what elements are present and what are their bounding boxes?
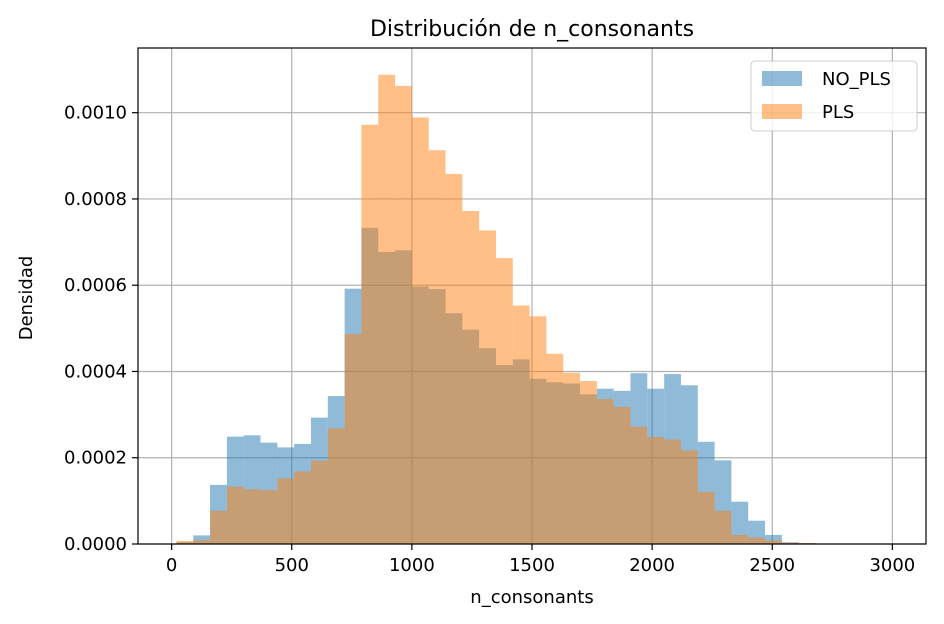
- series-pls-bars: [176, 74, 833, 545]
- x-axis-title: n_consonants: [470, 587, 593, 608]
- legend-swatch-no-pls: [762, 71, 802, 86]
- histogram-bar: [765, 540, 782, 544]
- y-axis-ticks: 0.0000 0.0002 0.0004 0.0006 0.0008 0.0010: [64, 103, 138, 555]
- histogram-bar: [193, 540, 211, 544]
- x-axis-ticks: 0 500 1000 1500 2000 2500 3000: [166, 544, 915, 576]
- x-tick-label: 2000: [629, 555, 675, 576]
- histogram-bar: [680, 450, 698, 544]
- x-tick-label: 500: [275, 555, 309, 576]
- histogram-bar: [765, 534, 782, 544]
- chart-title: Distribución de n_consonants: [370, 17, 694, 42]
- legend-label-no-pls: NO_PLS: [822, 69, 891, 90]
- histogram-bar: [193, 535, 211, 544]
- histogram-bar: [731, 501, 749, 544]
- y-tick-label: 0.0000: [64, 534, 127, 555]
- histogram-bar: [294, 471, 311, 544]
- histogram-bar: [563, 372, 581, 544]
- y-tick-label: 0.0006: [64, 275, 127, 296]
- x-tick-label: 2500: [749, 555, 795, 576]
- histogram-bar: [226, 486, 244, 544]
- bars: [176, 74, 850, 545]
- y-tick-label: 0.0002: [64, 448, 127, 469]
- histogram-bar: [714, 510, 732, 544]
- histogram-bar: [378, 74, 396, 544]
- histogram-bar: [580, 380, 597, 544]
- histogram-bar: [647, 437, 665, 544]
- histogram-bar: [479, 230, 496, 544]
- histogram-bar: [310, 460, 328, 544]
- y-axis-title: Densidad: [16, 256, 37, 341]
- histogram-bar: [697, 491, 715, 544]
- histogram-bar: [428, 150, 446, 545]
- histogram-bar: [596, 399, 614, 544]
- histogram-bar: [445, 173, 463, 545]
- histogram-bar: [613, 406, 631, 544]
- histogram-bar: [495, 258, 513, 544]
- histogram-bar: [277, 478, 295, 544]
- x-tick-label: 3000: [869, 555, 915, 576]
- y-tick-label: 0.0010: [64, 103, 127, 124]
- histogram-bar: [260, 490, 278, 544]
- histogram-bar: [327, 428, 345, 544]
- histogram-bar: [781, 542, 799, 544]
- legend-swatch-pls: [762, 104, 802, 119]
- histogram-bar: [546, 353, 564, 544]
- histogram-bar: [529, 316, 547, 544]
- histogram-bar: [731, 534, 749, 544]
- histogram-bar: [243, 489, 261, 544]
- histogram-bar: [361, 124, 379, 545]
- y-tick-label: 0.0004: [64, 361, 127, 382]
- x-tick-label: 0: [166, 555, 177, 576]
- x-tick-label: 1500: [509, 555, 555, 576]
- histogram-bar: [512, 305, 530, 544]
- histogram-bar: [664, 439, 681, 544]
- legend: NO_PLS PLS: [750, 60, 918, 132]
- histogram-bar: [176, 540, 194, 544]
- legend-label-pls: PLS: [822, 102, 854, 123]
- histogram-bar: [344, 333, 362, 544]
- y-tick-label: 0.0008: [64, 189, 127, 210]
- histogram-bar: [395, 85, 412, 545]
- x-tick-label: 1000: [389, 555, 435, 576]
- histogram-bar: [462, 211, 480, 544]
- histogram-bar: [748, 537, 766, 544]
- histogram-bar: [411, 117, 429, 544]
- histogram-bar: [630, 426, 648, 544]
- histogram-bar: [210, 510, 227, 544]
